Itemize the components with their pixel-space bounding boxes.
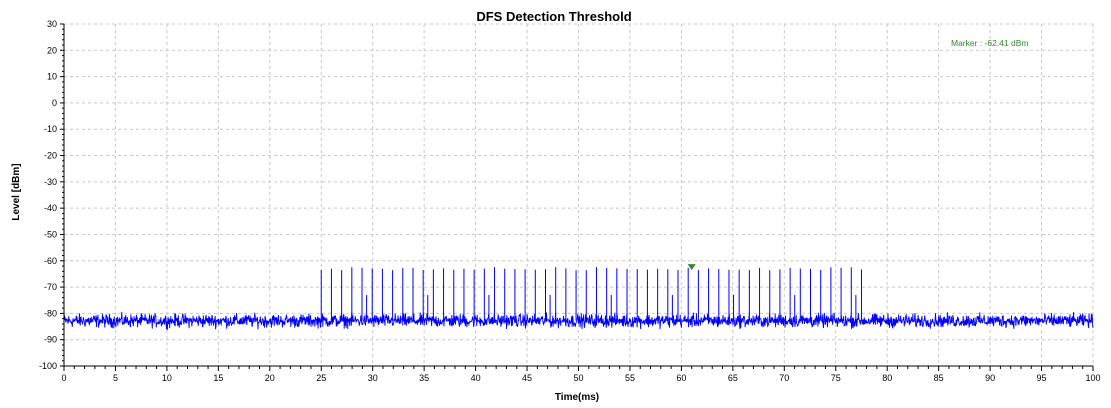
y-tick-label: -40: [44, 203, 57, 213]
grid: [64, 23, 1094, 366]
x-tick-label: 5: [113, 373, 118, 383]
signal-trace: [63, 267, 1094, 331]
x-tick-label: 40: [471, 373, 481, 383]
x-tick-label: 20: [265, 373, 275, 383]
x-tick-label: 30: [368, 373, 378, 383]
x-tick-label: 35: [419, 373, 429, 383]
axes: [60, 23, 1094, 371]
y-tick-label: -100: [39, 361, 57, 371]
marker-label: Marker : -62.41 dBm: [951, 38, 1028, 48]
x-tick-label: 90: [985, 373, 995, 383]
y-tick-label: -30: [44, 177, 57, 187]
y-tick-label: -60: [44, 256, 57, 266]
x-tick-label: 100: [1085, 373, 1100, 383]
x-tick-label: 70: [779, 373, 789, 383]
y-tick-label: 0: [52, 98, 57, 108]
y-tick-label: -20: [44, 151, 57, 161]
x-tick-label: 10: [162, 373, 172, 383]
x-tick-label: 0: [61, 373, 66, 383]
y-tick-labels: 30 20 10 0 -10 -20 -30 -40 -50 -60 -70 -80 -90 -100: [39, 19, 57, 371]
x-tick-label: 15: [213, 373, 223, 383]
y-tick-label: 30: [47, 19, 57, 29]
y-tick-label: 10: [47, 72, 57, 82]
x-tick-label: 25: [316, 373, 326, 383]
y-tick-label: -50: [44, 229, 57, 239]
y-tick-label: -80: [44, 308, 57, 318]
x-tick-label: 55: [625, 373, 635, 383]
noise-floor-line: [63, 311, 1094, 331]
x-tick-labels: 0 5 10 15 20 25 30 35 40 45 50 55 60 65 70 75 80 85 90 95 10…: [61, 373, 1100, 383]
y-axis-label: Level [dBm]: [11, 163, 22, 220]
x-axis-label: Time(ms): [555, 392, 599, 403]
y-tick-label: -70: [44, 282, 57, 292]
x-tick-label: 95: [1037, 373, 1047, 383]
y-tick-label: -90: [44, 335, 57, 345]
chart-title: DFS Detection Threshold: [476, 9, 631, 24]
x-tick-label: 85: [934, 373, 944, 383]
y-tick-label: 20: [47, 45, 57, 55]
x-tick-label: 75: [831, 373, 841, 383]
marker-triangle-icon: [687, 264, 696, 271]
y-tick-label: -10: [44, 124, 57, 134]
x-tick-label: 60: [676, 373, 686, 383]
x-tick-label: 45: [522, 373, 532, 383]
x-tick-label: 80: [882, 373, 892, 383]
x-tick-label: 50: [573, 373, 583, 383]
x-tick-label: 65: [728, 373, 738, 383]
